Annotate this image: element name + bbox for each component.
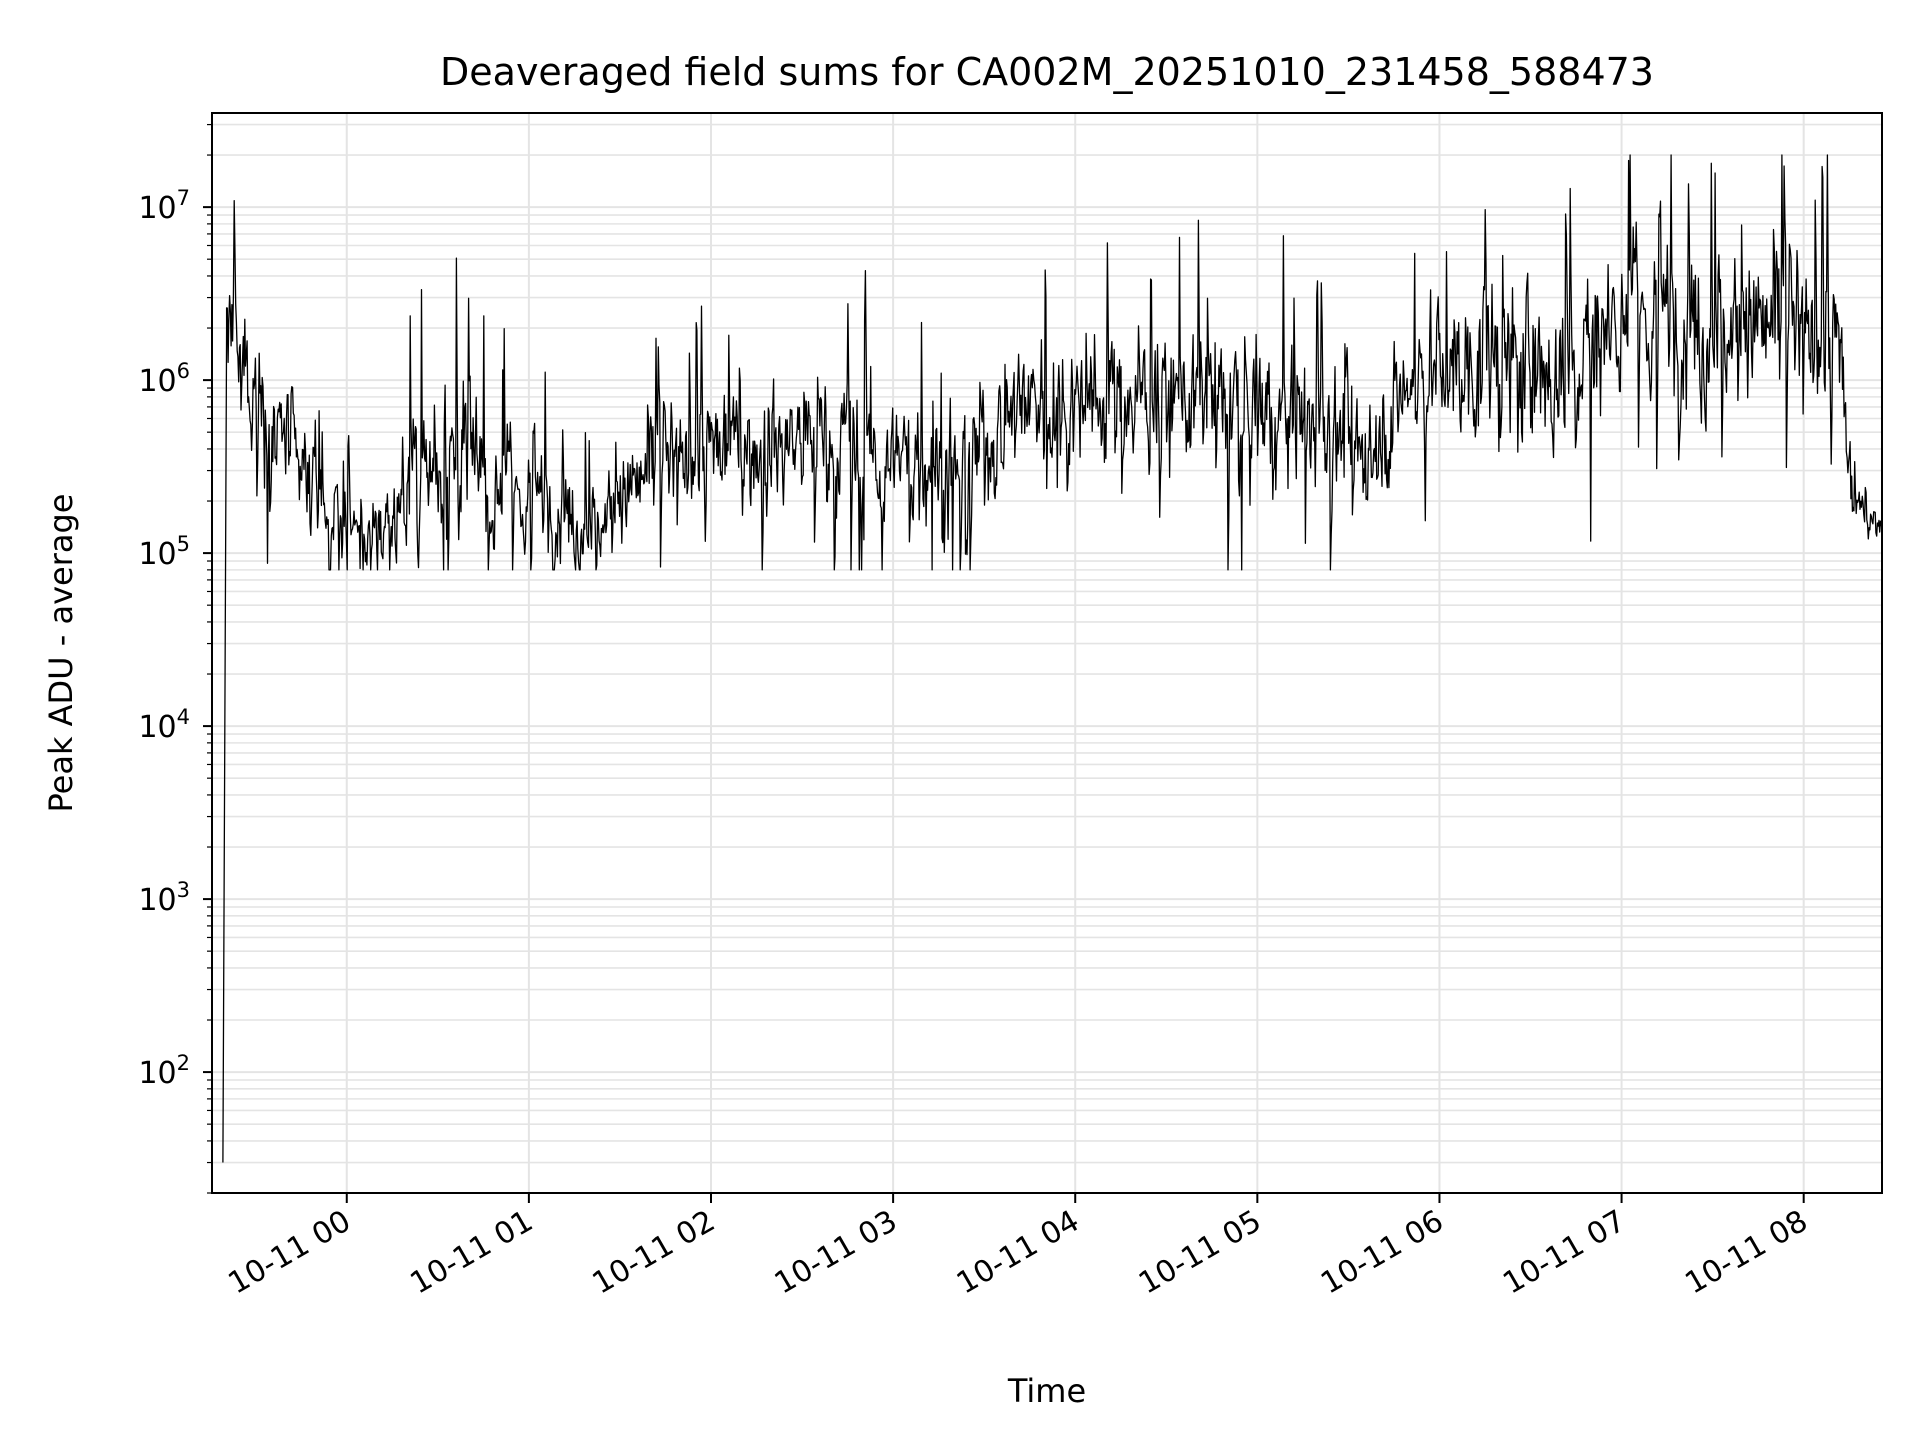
- series-line: [222, 154, 1883, 1163]
- y-axis-label: Peak ADU - average: [42, 494, 80, 813]
- grid: [212, 113, 1882, 1194]
- axes-frame: [211, 112, 1883, 1194]
- y-tick-label: 102: [138, 1051, 190, 1091]
- x-axis-label: Time: [1007, 1372, 1086, 1410]
- y-tick-label: 105: [138, 532, 190, 572]
- y-tick-label: 104: [138, 705, 190, 745]
- y-tick-label: 103: [138, 878, 190, 918]
- y-tick-label: 107: [138, 186, 190, 226]
- series-layer: [222, 154, 1883, 1163]
- y-tick-label: 106: [138, 359, 190, 399]
- chart-title: Deaveraged field sums for CA002M_2025101…: [440, 50, 1654, 94]
